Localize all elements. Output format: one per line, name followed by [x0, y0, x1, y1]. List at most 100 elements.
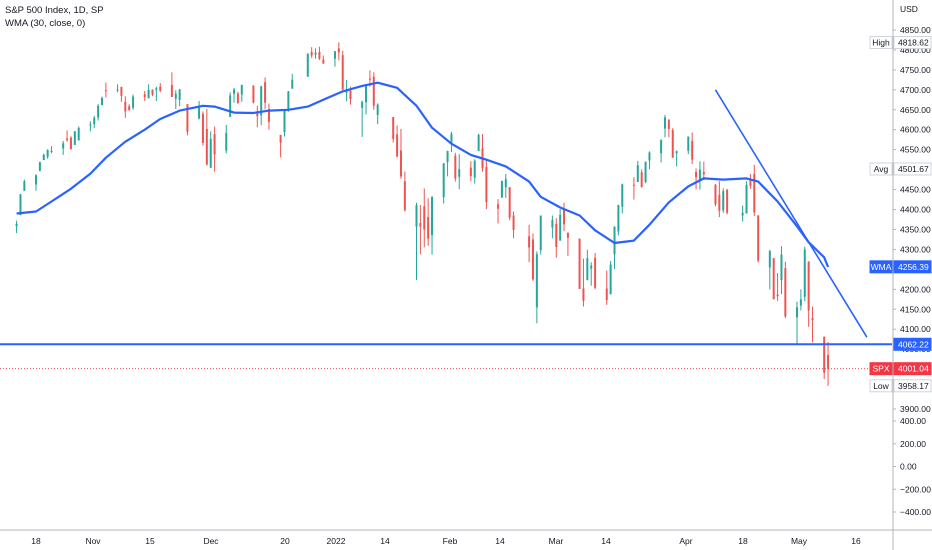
candle-body: [768, 251, 771, 268]
y-tick-label: 4450.00: [900, 185, 931, 195]
candle: [757, 215, 760, 263]
candle: [749, 174, 752, 189]
candle-body: [19, 194, 22, 216]
candle-body: [396, 134, 399, 157]
candle: [473, 159, 476, 184]
candle-body: [702, 172, 705, 175]
candle: [559, 209, 562, 241]
y-tick-label: 4100.00: [900, 324, 931, 334]
candle-body: [442, 163, 445, 198]
candle-body: [376, 104, 379, 115]
candle: [178, 89, 181, 107]
candle: [535, 251, 538, 324]
tag-value: 4062.22: [898, 339, 929, 349]
candle-body: [640, 172, 643, 188]
candle: [698, 161, 701, 190]
candle-body: [349, 90, 352, 100]
candle-body: [291, 79, 294, 89]
candle-body: [159, 86, 162, 91]
candle-body: [116, 89, 119, 91]
candle-body: [66, 138, 69, 141]
candle: [361, 100, 364, 137]
candlesticks: [15, 42, 830, 386]
candle-body: [69, 137, 72, 150]
candle: [695, 168, 698, 190]
y-tick-label: 3900.00: [900, 404, 931, 414]
candle: [283, 109, 286, 137]
candle: [229, 92, 232, 117]
y-tick-label: 4400.00: [900, 205, 931, 215]
candle: [663, 114, 666, 138]
tag-label: SPX: [872, 364, 889, 374]
candle-body: [341, 55, 344, 90]
tag-value: 4501.67: [898, 164, 929, 174]
candle-body: [446, 150, 449, 163]
candle: [807, 261, 810, 327]
candle: [73, 130, 76, 145]
candle: [726, 188, 729, 215]
candle: [718, 181, 721, 218]
candle: [741, 205, 744, 222]
candle-body: [101, 97, 104, 106]
candle: [419, 205, 422, 255]
candle: [62, 140, 65, 155]
candle-body: [415, 205, 418, 227]
tag-value: 4256.39: [898, 262, 929, 272]
axis-title: USD: [900, 4, 918, 14]
candle: [306, 53, 309, 77]
candle-body: [799, 299, 802, 306]
candle: [132, 94, 135, 110]
candle-body: [403, 181, 406, 211]
candle-body: [458, 169, 461, 177]
candle: [291, 73, 294, 89]
candle-body: [566, 232, 569, 238]
candle: [477, 133, 480, 151]
candle-body: [143, 94, 146, 98]
candle: [120, 86, 123, 102]
candle-body: [776, 294, 779, 297]
y-tick-label: 4350.00: [900, 224, 931, 234]
candle: [209, 131, 212, 169]
candle: [403, 171, 406, 212]
y-tick-label: 4850.00: [900, 25, 931, 35]
candle-body: [50, 150, 53, 153]
candle: [485, 158, 488, 210]
candle: [314, 48, 317, 59]
candle-body: [399, 150, 402, 177]
overlays[interactable]: [0, 81, 892, 370]
candle-body: [718, 194, 721, 211]
candle-body: [170, 85, 173, 98]
candle-body: [264, 82, 267, 103]
candle: [128, 104, 131, 111]
candle-body: [555, 223, 558, 248]
candle-body: [104, 90, 107, 92]
candle: [504, 174, 507, 198]
x-tick-label: 14: [495, 536, 505, 546]
candle: [264, 77, 267, 110]
candle: [365, 84, 368, 115]
candle: [151, 89, 154, 97]
chart-legend: S&P 500 Index, 1D, SP WMA (30, close, 0): [5, 4, 104, 30]
x-tick-label: 14: [601, 536, 611, 546]
candle: [46, 149, 49, 159]
candle: [446, 150, 449, 177]
candle-body: [372, 76, 375, 106]
candle: [213, 126, 216, 172]
x-tick-label: May: [791, 536, 808, 546]
candle-body: [89, 124, 92, 126]
candle: [322, 55, 325, 64]
candle-body: [469, 167, 472, 177]
candle-body: [318, 51, 321, 59]
candle: [415, 202, 418, 281]
candle-body: [174, 93, 177, 99]
candle-body: [306, 53, 309, 77]
candle-body: [256, 112, 259, 117]
candle: [753, 164, 756, 216]
candle-body: [229, 95, 232, 117]
candle: [124, 96, 127, 118]
x-tick-label: 20: [280, 536, 290, 546]
candle: [780, 246, 783, 295]
candle-body: [310, 51, 313, 56]
